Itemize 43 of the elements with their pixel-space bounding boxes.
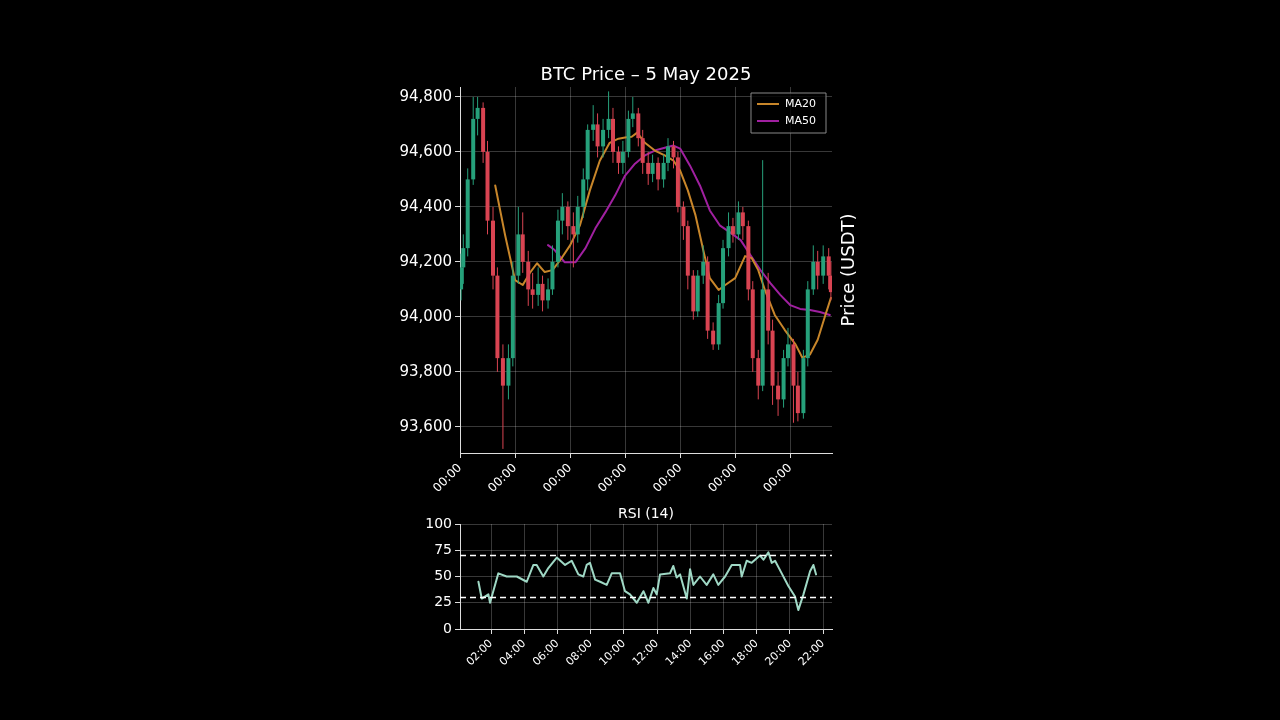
candlestick bbox=[591, 104, 596, 142]
candlestick bbox=[711, 321, 716, 351]
chart-title: BTC Price – 5 May 2025 bbox=[540, 62, 752, 84]
y-tick-label: 93,600 bbox=[399, 416, 452, 435]
legend-label: MA20 bbox=[784, 96, 816, 110]
y-tick-label: 75 bbox=[434, 540, 452, 557]
candlestick bbox=[776, 371, 781, 417]
y-tick-label: 94,400 bbox=[399, 196, 452, 215]
candlestick bbox=[536, 266, 541, 307]
candlestick bbox=[701, 244, 706, 285]
legend-label: MA50 bbox=[784, 113, 816, 127]
y-axis-title: Price (USDT) bbox=[836, 213, 858, 327]
candlestick bbox=[656, 156, 661, 191]
y-tick-label: 25 bbox=[434, 593, 452, 610]
candlestick bbox=[821, 244, 826, 285]
y-tick-label: 94,600 bbox=[399, 141, 452, 160]
candlestick bbox=[650, 154, 655, 183]
candlestick bbox=[616, 145, 621, 175]
y-tick-label: 94,200 bbox=[399, 251, 452, 270]
y-tick-label: 93,800 bbox=[399, 361, 452, 380]
candlestick bbox=[646, 151, 651, 186]
y-tick-label: 100 bbox=[425, 514, 452, 531]
candlestick bbox=[530, 272, 535, 310]
candlestick bbox=[630, 96, 635, 128]
candlestick bbox=[565, 200, 570, 241]
candlestick bbox=[475, 96, 480, 136]
candlestick bbox=[571, 211, 576, 268]
candlestick bbox=[740, 206, 745, 241]
candlestick bbox=[601, 118, 606, 158]
chart-title: RSI (14) bbox=[618, 504, 674, 521]
candlestick bbox=[815, 250, 820, 290]
candlestick bbox=[620, 140, 625, 175]
y-tick-label: 94,800 bbox=[399, 86, 452, 105]
y-tick-label: 0 bbox=[443, 619, 452, 636]
candlestick bbox=[681, 200, 686, 241]
candlestick bbox=[730, 217, 735, 244]
candlestick bbox=[540, 275, 545, 312]
candlestick bbox=[726, 211, 731, 257]
candlestick bbox=[606, 90, 611, 139]
candlestick bbox=[736, 200, 741, 241]
y-tick-label: 94,000 bbox=[399, 306, 452, 325]
candlestick bbox=[595, 112, 600, 158]
y-tick-label: 50 bbox=[434, 567, 452, 584]
